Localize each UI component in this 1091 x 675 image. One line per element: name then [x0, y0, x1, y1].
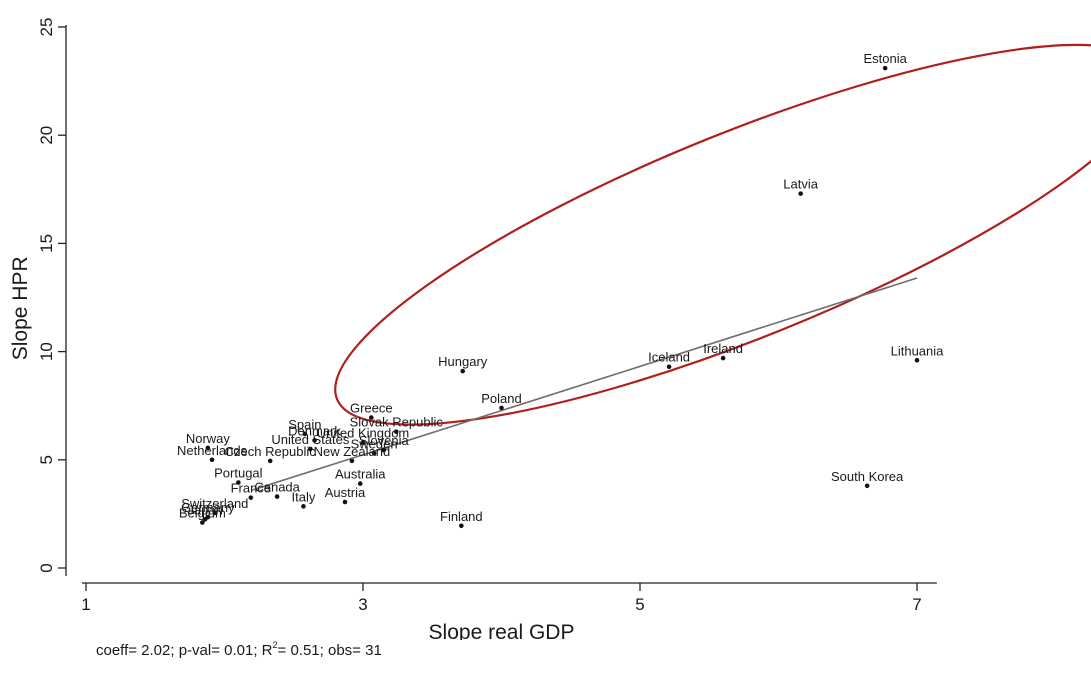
highlight-ellipse	[334, 43, 1091, 426]
y-axis-title: Slope HPR	[9, 256, 32, 360]
data-point	[205, 445, 211, 451]
y-tick-label: 10	[37, 342, 56, 361]
data-point	[666, 364, 672, 370]
data-point	[393, 429, 399, 434]
data-point	[267, 458, 273, 464]
point-label: Australia	[335, 467, 386, 482]
y-tick-label: 15	[37, 234, 56, 253]
point-label: United States	[271, 432, 350, 447]
point-label: Belgium	[179, 506, 226, 521]
point-label: Lithuania	[891, 343, 945, 358]
y-tick-label: 5	[37, 455, 56, 464]
data-point	[914, 357, 920, 363]
point-label: Finland	[440, 509, 483, 524]
point-label: Ireland	[703, 341, 743, 356]
data-point	[308, 446, 313, 452]
x-tick-label: 5	[635, 595, 644, 614]
data-point	[349, 458, 355, 464]
point-label: United Kingdom	[317, 425, 410, 440]
data-point	[209, 457, 215, 463]
footnote-coeff: coeff= 2.02; p-val= 0.01; R	[96, 642, 273, 659]
scatter-chart: 0 5 10 15 20 25 1 3 5 7 Estonia Latvia Lithuania Ire…	[9, 18, 1091, 640]
point-label: Poland	[481, 391, 521, 406]
point-label: Canada	[254, 480, 300, 495]
data-point	[312, 438, 317, 443]
data-point	[202, 517, 208, 522]
x-tick-label: 7	[912, 595, 921, 614]
data-point	[360, 440, 366, 445]
y-tick-label: 25	[37, 18, 56, 37]
point-label: Norway	[186, 431, 231, 446]
y-tick-label: 0	[37, 563, 56, 572]
data-point	[212, 510, 218, 516]
data-point	[369, 415, 374, 420]
fitted-line	[251, 277, 918, 491]
data-point	[248, 495, 254, 500]
point-label: Germany	[181, 500, 235, 515]
data-point	[499, 405, 504, 411]
point-label: South Korea	[831, 469, 904, 484]
footnote-rest: = 0.51; obs= 31	[277, 642, 382, 659]
point-label: Czech Republic	[225, 444, 317, 459]
point-label: Netherlands	[177, 443, 248, 458]
data-point	[302, 431, 308, 437]
point-label: Latvia	[783, 177, 818, 192]
data-point	[274, 494, 280, 499]
point-label: Slovak Republic	[350, 415, 444, 430]
footnote-r-squared-exponent: 2	[272, 640, 278, 650]
x-tick-label: 1	[81, 595, 90, 614]
data-point	[864, 483, 870, 489]
data-point	[342, 499, 348, 505]
point-label: Slovenia	[359, 433, 410, 448]
data-point	[459, 523, 464, 529]
data-point	[236, 480, 241, 485]
data-point	[357, 481, 363, 486]
point-label: Hungary	[438, 354, 488, 369]
point-label: France	[231, 481, 271, 496]
point-label: Sweden	[351, 436, 398, 451]
point-label: Denmark	[288, 423, 341, 438]
point-label: New Zealand	[314, 444, 391, 459]
point-label: Japan	[187, 502, 222, 517]
point-label: Estonia	[863, 51, 907, 66]
data-point	[200, 520, 205, 525]
point-label: Greece	[350, 401, 393, 416]
data-point	[720, 355, 726, 361]
x-tick-label: 3	[358, 595, 367, 614]
data-point	[882, 65, 888, 71]
point-label: Italy	[292, 489, 316, 504]
regression-footnote: coeff= 2.02; p-val= 0.01; R2= 0.51; obs=…	[96, 640, 382, 660]
data-point	[301, 504, 306, 509]
point-label: Spain	[288, 417, 321, 432]
point-label: Portugal	[214, 466, 263, 481]
data-point	[460, 368, 466, 374]
x-axis-title: Slope real GDP	[429, 621, 575, 640]
data-point	[381, 447, 387, 453]
data-point	[371, 451, 377, 456]
point-label: Switzerland	[181, 496, 248, 511]
point-label: Iceland	[648, 350, 690, 365]
data-point	[798, 191, 803, 196]
y-tick-label: 20	[37, 126, 56, 145]
point-label: Austria	[325, 485, 366, 500]
